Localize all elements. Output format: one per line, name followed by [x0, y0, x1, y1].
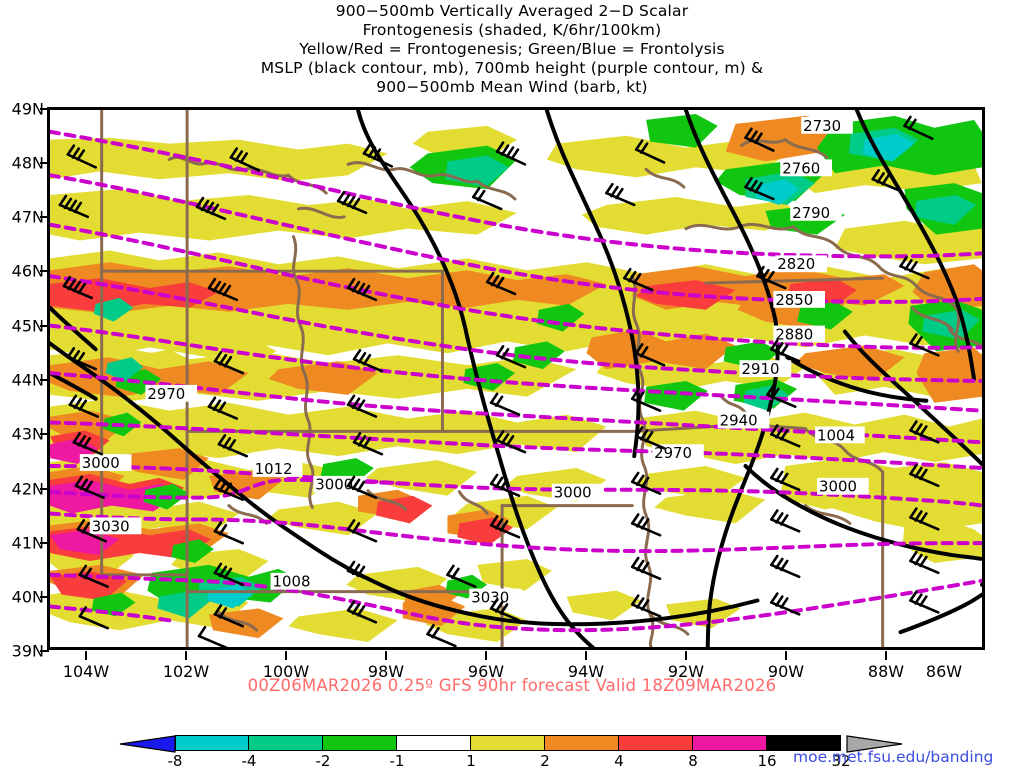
lon-tick-label: 92W [667, 662, 705, 681]
colorbar-over-arrow [846, 735, 903, 753]
lat-tick-label: 46N [11, 261, 44, 281]
lon-tick-label: 88W [867, 662, 905, 681]
svg-text:1008: 1008 [273, 573, 311, 591]
lon-tick [685, 651, 687, 660]
lat-tick-label: 43N [11, 424, 44, 444]
title-line-5: 900−500mb Mean Wind (barb, kt) [376, 78, 648, 96]
lon-tick [885, 651, 887, 660]
lat-tick-label: 47N [11, 207, 44, 227]
colorbar-swatch [249, 735, 323, 751]
svg-text:2760: 2760 [782, 159, 820, 177]
colorbar-tick-label: -4 [241, 752, 257, 770]
lat-tick-label: 42N [11, 479, 44, 499]
colorbar-swatch [767, 735, 841, 751]
lon-tick [385, 651, 387, 660]
colorbar-swatch [471, 735, 545, 751]
svg-text:2970: 2970 [147, 385, 185, 403]
lon-tick [185, 651, 187, 660]
lon-tick-label: 96W [467, 662, 505, 681]
colorbar: -8 -4 -2 -1 1 2 4 8 16 32 [0, 735, 1024, 770]
lon-tick-label: 102W [162, 662, 210, 681]
title-line-2: Frontogenesis (shaded, K/6hr/100km) [362, 21, 662, 39]
svg-text:2940: 2940 [720, 412, 758, 430]
colorbar-tick-label: 16 [757, 752, 777, 770]
svg-text:2880: 2880 [775, 325, 813, 343]
svg-text:1004: 1004 [817, 426, 855, 444]
lon-tick [285, 651, 287, 660]
lat-tick [40, 325, 49, 327]
colorbar-tick-label: -1 [389, 752, 405, 770]
colorbar-swatch [545, 735, 619, 751]
map-canvas: 2730 2760 2790 2820 2850 2880 2910 2940 … [50, 110, 982, 647]
svg-text:3000: 3000 [554, 484, 592, 502]
colorbar-swatch [397, 735, 471, 751]
lon-tick [585, 651, 587, 660]
lon-tick [485, 651, 487, 660]
colorbar-tick-label: -2 [315, 752, 331, 770]
lon-tick-label: 90W [767, 662, 805, 681]
lat-tick-label: 44N [11, 370, 44, 390]
title-line-1: 900−500mb Vertically Averaged 2−D Scalar [335, 2, 689, 20]
title-line-4: MSLP (black contour, mb), 700mb height (… [260, 59, 764, 77]
colorbar-swatch [693, 735, 767, 751]
lat-tick-label: 41N [11, 533, 44, 553]
colorbar-tick-label: 8 [688, 752, 698, 770]
lon-tick-label: 94W [567, 662, 605, 681]
svg-text:1012: 1012 [255, 460, 293, 478]
lat-tick [40, 270, 49, 272]
lat-tick [40, 216, 49, 218]
title-line-3: Yellow/Red = Frontogenesis; Green/Blue =… [299, 40, 725, 58]
colorbar-tick-label: -8 [167, 752, 183, 770]
lat-tick-label: 49N [11, 99, 44, 119]
svg-text:2850: 2850 [775, 291, 813, 309]
lat-tick-label: 45N [11, 316, 44, 336]
forecast-caption: 00Z06MAR2026 0.25º GFS 90hr forecast Val… [247, 676, 777, 695]
lat-tick [40, 488, 49, 490]
lat-tick [40, 162, 49, 164]
latitude-axis: 49N 48N 47N 46N 45N 44N 43N 42N 41N 40N … [0, 0, 49, 768]
lon-tick-label: 86W [925, 662, 963, 681]
lat-tick [40, 650, 49, 652]
svg-text:3030: 3030 [471, 589, 509, 607]
svg-text:3030: 3030 [92, 517, 130, 535]
svg-text:3000: 3000 [315, 476, 353, 494]
svg-text:2730: 2730 [803, 117, 841, 135]
lon-tick [785, 651, 787, 660]
svg-text:2910: 2910 [742, 360, 780, 378]
lon-tick-label: 104W [62, 662, 110, 681]
colorbar-tick-label: 2 [540, 752, 550, 770]
colorbar-under-arrow [119, 735, 176, 753]
map-plot-area: 2730 2760 2790 2820 2850 2880 2910 2940 … [47, 107, 985, 650]
mslp-contour-labels: 1012 1008 1004 [252, 426, 865, 591]
svg-text:2790: 2790 [792, 204, 830, 222]
lon-tick-label: 98W [367, 662, 405, 681]
lon-tick-label: 100W [262, 662, 310, 681]
colorbar-tick-label: 1 [466, 752, 476, 770]
lat-tick [40, 433, 49, 435]
colorbar-tick-label: 32 [831, 752, 851, 770]
chart-title-block: 900−500mb Vertically Averaged 2−D Scalar… [0, 2, 1024, 97]
colorbar-tick-label: 4 [614, 752, 624, 770]
lat-tick-label: 48N [11, 153, 44, 173]
colorbar-swatch [175, 735, 249, 751]
lat-tick-label: 39N [11, 641, 44, 661]
wind-barbs [58, 115, 940, 647]
svg-text:3000: 3000 [82, 454, 120, 472]
svg-text:3000: 3000 [819, 478, 857, 496]
lon-tick [85, 651, 87, 660]
lat-tick [40, 108, 49, 110]
svg-text:2820: 2820 [777, 255, 815, 273]
lat-tick [40, 379, 49, 381]
lat-tick [40, 596, 49, 598]
colorbar-swatch [323, 735, 397, 751]
colorbar-swatches [175, 735, 841, 751]
lat-tick [40, 542, 49, 544]
mslp-contours [50, 110, 982, 647]
colorbar-swatch [619, 735, 693, 751]
source-watermark: moe.met.fsu.edu/banding [793, 748, 994, 766]
lat-tick-label: 40N [11, 587, 44, 607]
